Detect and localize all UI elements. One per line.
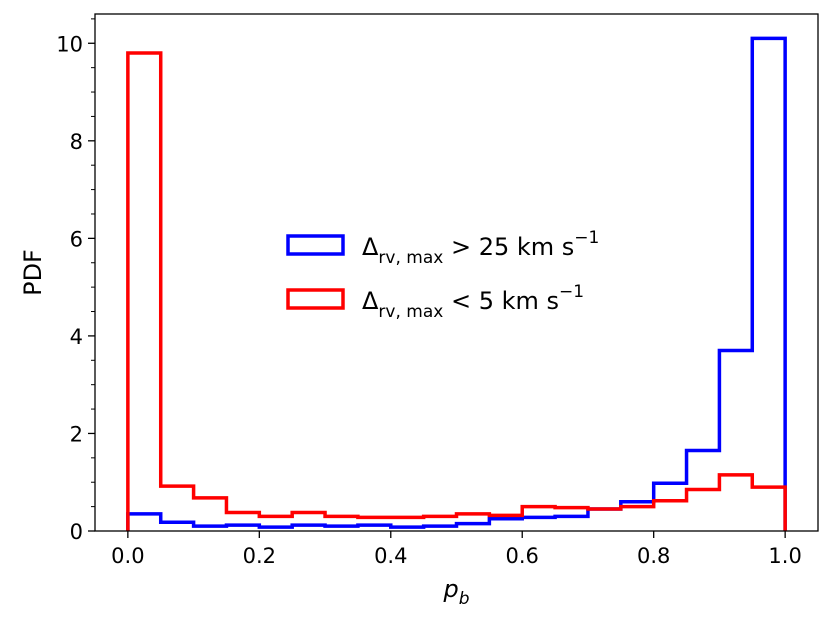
- series-layer: [126, 36, 787, 531]
- x-tick-label: 0.6: [506, 544, 539, 568]
- plot-frame: [94, 13, 819, 532]
- legend-swatch-blue: [286, 234, 345, 256]
- legend-label-subscript: rv, max: [378, 302, 443, 322]
- legend-label-superscript: −1: [559, 282, 584, 302]
- legend-label-text: < 5 km s: [443, 287, 559, 315]
- x-axis-label-main: p: [442, 575, 458, 603]
- histogram-series-0: [126, 36, 787, 531]
- x-axis-label: pb: [442, 575, 469, 609]
- x-tick-label: 0.2: [243, 544, 276, 568]
- y-tick-label: 8: [70, 130, 83, 154]
- x-axis-label-sub: b: [459, 589, 470, 609]
- y-tick-label: 6: [70, 227, 83, 251]
- y-tick-label: 10: [56, 32, 83, 56]
- y-axis-label: PDF: [19, 249, 47, 296]
- y-tick-label: 2: [70, 422, 83, 446]
- x-tick-label: 0.8: [637, 544, 670, 568]
- legend-label-blue: Δrv, max > 25 km s−1: [362, 228, 599, 268]
- legend-label-delta: Δ: [362, 233, 379, 261]
- x-tick-label: 1.0: [768, 544, 801, 568]
- legend-label-delta: Δ: [362, 287, 379, 315]
- y-tick-label: 4: [70, 325, 83, 349]
- y-tick-label: 0: [70, 520, 83, 544]
- legend: Δrv, max > 25 km s−1 Δrv, max < 5 km s−1: [286, 228, 599, 322]
- x-tick-label: 0.0: [111, 544, 144, 568]
- x-tick-label: 0.4: [374, 544, 407, 568]
- legend-label-text: > 25 km s: [443, 233, 574, 261]
- y-axis-ticks: 0 2 4 6 8 10: [56, 18, 95, 544]
- histogram-series-1: [126, 51, 787, 531]
- x-axis-ticks: 0.0 0.2 0.4 0.6 0.8 1.0: [111, 531, 802, 568]
- legend-label-superscript: −1: [574, 228, 599, 248]
- legend-label-subscript: rv, max: [378, 248, 443, 268]
- legend-swatch-red: [286, 288, 345, 310]
- legend-label-red: Δrv, max < 5 km s−1: [362, 282, 584, 322]
